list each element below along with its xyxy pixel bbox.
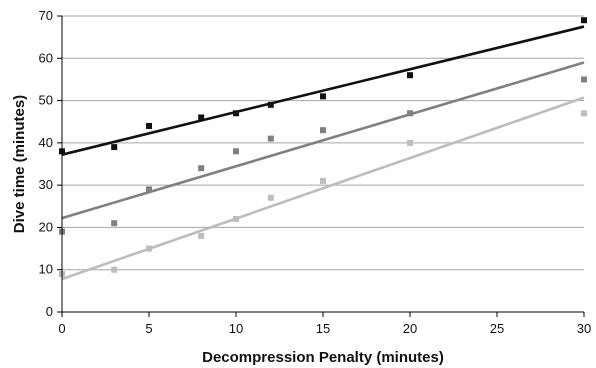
x-tick-label: 15 <box>316 321 330 336</box>
data-point-series-2 <box>198 165 205 172</box>
data-point-series-2 <box>111 220 118 227</box>
data-point-series-2 <box>581 76 587 83</box>
data-point-series-3 <box>320 177 326 184</box>
y-tick-label: 60 <box>39 50 53 65</box>
y-tick-label: 0 <box>46 304 53 319</box>
tick-labels: 0 10 20 30 40 50 60 70 0 5 10 15 20 25 30 <box>39 8 592 336</box>
data-point-series-2 <box>146 186 152 193</box>
data-point-series-1 <box>233 110 239 117</box>
data-points <box>59 17 587 277</box>
axes <box>57 15 585 317</box>
y-tick-label: 20 <box>39 219 53 234</box>
data-point-series-1 <box>407 72 413 79</box>
data-point-series-3 <box>267 194 274 201</box>
data-point-series-3 <box>198 232 205 239</box>
data-point-series-1 <box>111 144 118 151</box>
y-tick-label: 70 <box>39 8 53 23</box>
x-tick-label: 10 <box>229 321 243 336</box>
trendlines <box>61 25 585 281</box>
x-axis-title: Decompression Penalty (minutes) <box>202 349 444 366</box>
trendline-series-2 <box>61 61 585 220</box>
data-point-series-2 <box>267 135 274 142</box>
data-point-series-1 <box>320 93 326 100</box>
data-point-series-3 <box>581 110 587 117</box>
y-tick-label: 40 <box>39 135 53 150</box>
data-point-series-3 <box>111 266 118 273</box>
x-tick-label: 5 <box>145 321 152 336</box>
data-point-series-1 <box>581 17 587 24</box>
data-point-series-1 <box>198 114 205 121</box>
data-point-series-3 <box>146 245 152 252</box>
data-point-series-2 <box>320 127 326 134</box>
y-tick-label: 10 <box>39 262 53 277</box>
data-point-series-3 <box>407 139 413 146</box>
x-tick-label: 25 <box>490 321 504 336</box>
data-point-series-1 <box>146 122 152 129</box>
x-tick-label: 0 <box>58 321 65 336</box>
y-tick-label: 30 <box>39 177 53 192</box>
y-axis-title: Dive time (minutes) <box>11 95 28 233</box>
data-point-series-2 <box>407 110 413 117</box>
trendline-series-1 <box>61 25 585 156</box>
data-point-series-3 <box>233 215 239 222</box>
y-tick-label: 50 <box>39 93 53 108</box>
x-tick-label: 30 <box>577 321 591 336</box>
trendline-series-3 <box>61 96 585 281</box>
x-tick-label: 20 <box>403 321 417 336</box>
data-point-series-2 <box>233 148 239 155</box>
gridlines <box>62 15 584 271</box>
data-point-series-1 <box>267 101 274 108</box>
